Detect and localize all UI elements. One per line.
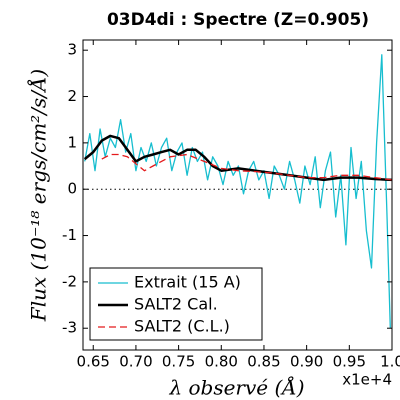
series-line bbox=[84, 54, 391, 329]
chart-title: 03D4di : Spectre (Z=0.905) bbox=[107, 10, 369, 30]
x-tick-label: 0.65 bbox=[77, 353, 110, 371]
y-tick-label: 2 bbox=[67, 87, 77, 105]
legend-label: Extrait (15 A) bbox=[134, 273, 241, 292]
y-axis-label: Flux (10⁻¹⁸ ergs/cm²/s/Å) bbox=[26, 69, 51, 322]
series-line bbox=[83, 134, 392, 182]
x-axis-label: λ observé (Å) bbox=[168, 375, 304, 400]
plot-frame bbox=[82, 39, 393, 351]
x-tick-label: 1.0 bbox=[380, 353, 400, 371]
x-tick-label: 0.70 bbox=[119, 353, 152, 371]
legend-label: SALT2 Cal. bbox=[134, 295, 218, 314]
y-tick-label: 0 bbox=[67, 180, 77, 198]
x-tick-label: 0.95 bbox=[333, 353, 366, 371]
y-tick-label: -3 bbox=[62, 319, 77, 337]
x-tick-label: 0.90 bbox=[290, 353, 323, 371]
x-tick-label: 0.80 bbox=[205, 353, 238, 371]
y-tick-label: 1 bbox=[67, 133, 77, 151]
legend-box bbox=[89, 267, 263, 341]
y-tick-label: 3 bbox=[67, 41, 77, 59]
series-line bbox=[101, 153, 392, 181]
legend-label: SALT2 (C.L.) bbox=[134, 317, 230, 336]
y-tick-label: -2 bbox=[62, 272, 77, 290]
x-tick-label: 0.85 bbox=[247, 353, 280, 371]
x-tick-label: 0.75 bbox=[162, 353, 195, 371]
y-tick-label: -1 bbox=[62, 226, 77, 244]
x-offset-label: x1e+4 bbox=[342, 371, 392, 389]
